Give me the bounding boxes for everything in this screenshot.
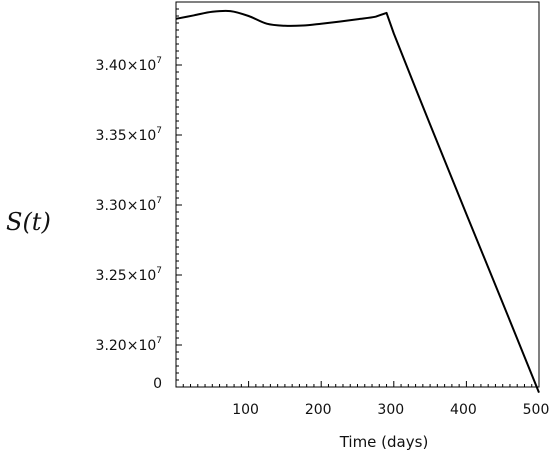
plot-frame [175,1,540,388]
y-tick-label: 3.20×107 [96,336,162,354]
x-tick-label: 200 [305,402,332,418]
x-tick-label: 400 [450,402,477,418]
x-tick-label: 100 [232,402,259,418]
y-tick-label: 3.30×107 [96,196,162,214]
y-axis-ticks [176,1,182,388]
series-layer [175,9,540,393]
y-axis-title: S(t) [6,208,51,236]
x-tick-label: 300 [377,402,404,418]
y-tick-labels: 3.40×107 3.35×107 3.30×107 3.25×107 3.20×107… [96,56,162,392]
y-tick-label: 3.35×107 [96,126,162,144]
y-tick-label: 3.40×107 [96,56,162,74]
y-tick-label: 0 [153,376,162,392]
y-tick-label: 3.25×107 [96,266,162,284]
x-tick-labels: 100 200 300 400 500 [232,402,549,418]
series-line [175,9,540,393]
x-axis-ticks [182,381,533,387]
x-axis-title: Time (days) [339,433,429,451]
x-tick-label: 500 [523,402,550,418]
